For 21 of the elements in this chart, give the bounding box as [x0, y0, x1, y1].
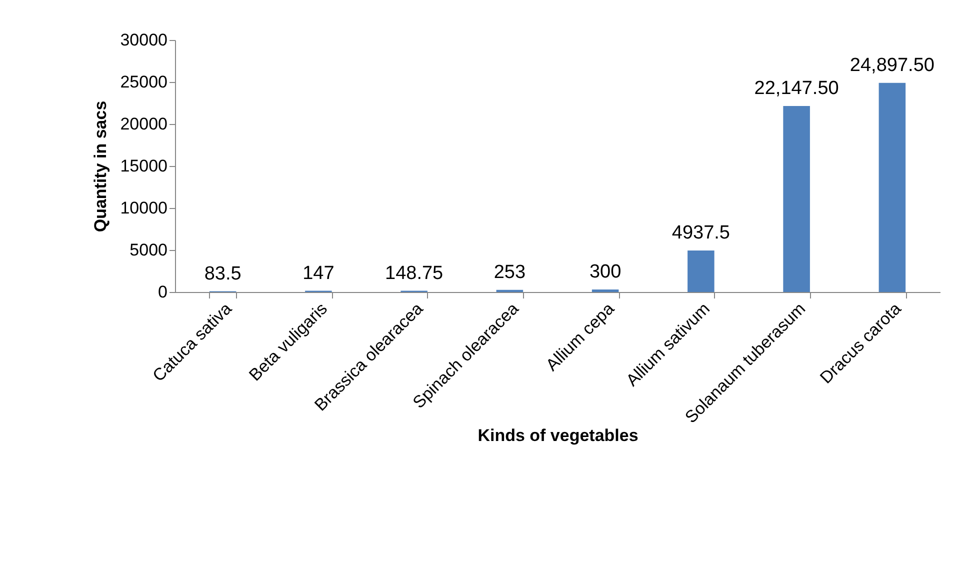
data-label: 24,897.50 [850, 54, 934, 76]
data-label: 83.5 [204, 263, 242, 284]
y-tick-label: 30000 [120, 30, 168, 50]
y-tick-label: 0 [158, 282, 168, 302]
bar [878, 82, 906, 292]
y-tick-label: 10000 [120, 198, 168, 218]
y-axis-title: Quantity in sacs [91, 100, 110, 232]
y-tick-label: 5000 [130, 240, 168, 260]
data-label: 253 [494, 262, 526, 283]
y-tick-label: 20000 [120, 114, 168, 134]
y-tick-label: 15000 [120, 156, 168, 176]
bar [783, 106, 810, 292]
bar [592, 289, 619, 292]
data-label: 147 [302, 262, 334, 284]
data-label: 300 [589, 261, 622, 282]
data-label: 22,147.50 [754, 78, 839, 99]
y-tick-label: 25000 [120, 72, 168, 92]
data-label: 148.75 [385, 262, 444, 284]
bar [688, 250, 714, 292]
x-axis-title: Kinds of vegetables [478, 426, 638, 446]
data-label: 4937.5 [672, 222, 730, 244]
